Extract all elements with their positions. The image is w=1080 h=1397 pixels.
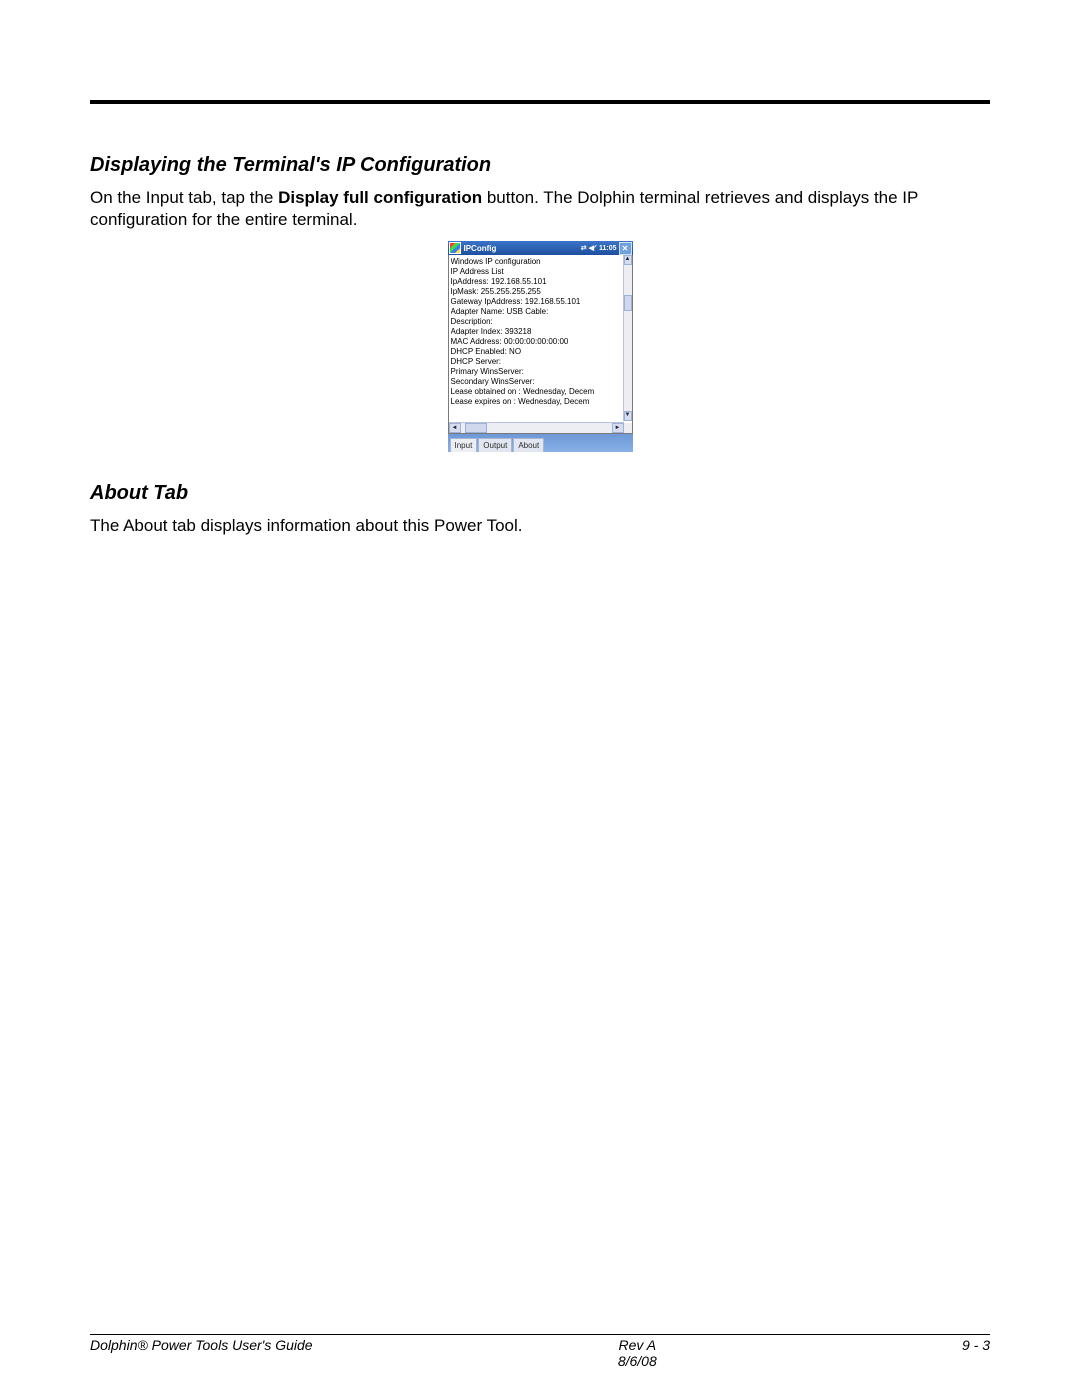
ip-config-output: Windows IP configuration IP Address List… bbox=[449, 255, 632, 407]
document-page: Displaying the Terminal's IP Configurati… bbox=[0, 0, 1080, 1397]
para-ip-config-before: On the Input tab, tap the bbox=[90, 188, 278, 207]
vertical-scrollbar[interactable]: ▲ ▼ bbox=[623, 255, 632, 421]
connectivity-icon: ⇄ bbox=[581, 244, 587, 252]
scroll-left-icon[interactable]: ◄ bbox=[449, 423, 461, 433]
ip-line: Windows IP configuration bbox=[451, 257, 630, 267]
pda-body: Windows IP configuration IP Address List… bbox=[448, 255, 633, 434]
footer-right: 9 - 3 bbox=[962, 1337, 990, 1369]
ip-line: DHCP Server: bbox=[451, 357, 630, 367]
ip-line: Gateway IpAddress: 192.168.55.101 bbox=[451, 297, 630, 307]
pda-title: IPConfig bbox=[464, 244, 581, 253]
tab-output[interactable]: Output bbox=[478, 438, 512, 452]
scroll-down-icon[interactable]: ▼ bbox=[624, 411, 632, 421]
footer-rule bbox=[90, 1334, 990, 1335]
close-icon[interactable]: ✕ bbox=[619, 242, 632, 255]
ip-line: MAC Address: 00:00:00:00:00:00 bbox=[451, 337, 630, 347]
footer-left: Dolphin® Power Tools User's Guide bbox=[90, 1337, 313, 1369]
ip-line: IP Address List bbox=[451, 267, 630, 277]
ip-line: Description: bbox=[451, 317, 630, 327]
pda-window: IPConfig ⇄ ◀ᐟ 11:05 ✕ Windows IP configu… bbox=[448, 241, 633, 452]
heading-about-tab: About Tab bbox=[90, 482, 990, 505]
top-rule bbox=[90, 100, 990, 104]
ip-line: Adapter Index: 393218 bbox=[451, 327, 630, 337]
hscroll-thumb[interactable] bbox=[465, 423, 487, 433]
pda-titlebar: IPConfig ⇄ ◀ᐟ 11:05 ✕ bbox=[448, 241, 633, 255]
page-footer: Dolphin® Power Tools User's Guide Rev A … bbox=[90, 1337, 990, 1369]
ip-line: Lease expires on : Wednesday, Decem bbox=[451, 397, 630, 407]
screenshot-container: IPConfig ⇄ ◀ᐟ 11:05 ✕ Windows IP configu… bbox=[90, 241, 990, 452]
horizontal-scrollbar[interactable]: ◄ ► bbox=[449, 422, 624, 433]
ip-line: IpMask: 255.255.255.255 bbox=[451, 287, 630, 297]
scroll-right-icon[interactable]: ► bbox=[612, 423, 624, 433]
ip-line: IpAddress: 192.168.55.101 bbox=[451, 277, 630, 287]
ip-line: Lease obtained on : Wednesday, Decem bbox=[451, 387, 630, 397]
windows-flag-icon bbox=[449, 242, 461, 254]
clock-text: 11:05 bbox=[599, 245, 617, 252]
para-ip-config-bold: Display full configuration bbox=[278, 188, 482, 207]
ip-line: Adapter Name: USB Cable: bbox=[451, 307, 630, 317]
pda-status-icons: ⇄ ◀ᐟ 11:05 bbox=[581, 244, 617, 252]
ip-line: Primary WinsServer: bbox=[451, 367, 630, 377]
vscroll-thumb[interactable] bbox=[624, 295, 632, 311]
ip-line: Secondary WinsServer: bbox=[451, 377, 630, 387]
pda-tabbar: Input Output About bbox=[448, 434, 633, 452]
tab-about[interactable]: About bbox=[513, 438, 544, 452]
tab-input[interactable]: Input bbox=[450, 438, 478, 452]
para-about-tab: The About tab displays information about… bbox=[90, 515, 990, 537]
hscroll-track[interactable] bbox=[461, 423, 612, 433]
scroll-up-icon[interactable]: ▲ bbox=[624, 255, 632, 265]
para-ip-config: On the Input tab, tap the Display full c… bbox=[90, 187, 990, 231]
volume-icon: ◀ᐟ bbox=[589, 244, 597, 252]
footer-center: Rev A 8/6/08 bbox=[618, 1337, 657, 1369]
heading-ip-config: Displaying the Terminal's IP Configurati… bbox=[90, 154, 990, 177]
footer-rev: Rev A bbox=[618, 1337, 656, 1353]
ip-line: DHCP Enabled: NO bbox=[451, 347, 630, 357]
footer-date: 8/6/08 bbox=[618, 1353, 657, 1369]
scroll-corner bbox=[624, 423, 632, 433]
